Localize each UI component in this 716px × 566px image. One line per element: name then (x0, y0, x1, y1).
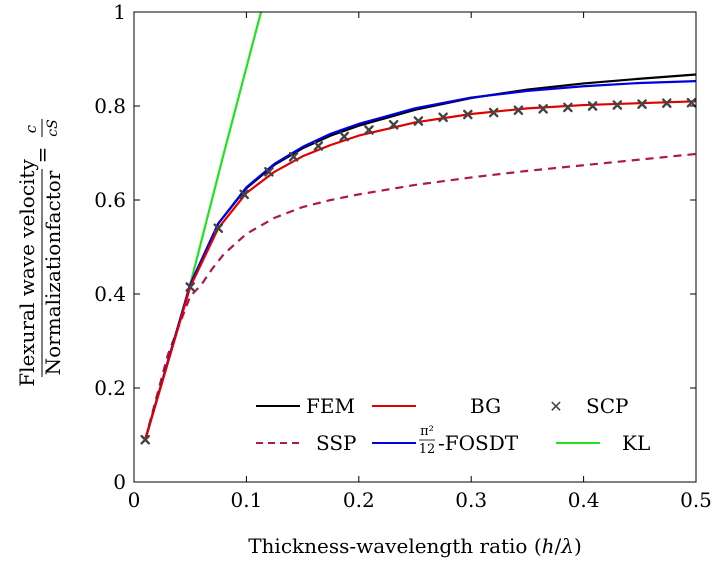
point-scp (463, 109, 473, 120)
x-axis-label: Thickness-wavelength ratio (h/λ) (248, 534, 582, 558)
legend-label-fem: FEM (306, 394, 355, 418)
legend-marker-scp: ✕ (549, 397, 562, 416)
y-axis-label: Flexural wave velocity Normalizationfact… (15, 119, 65, 387)
plot-data (140, 12, 696, 445)
y-label-numerator: Flexural wave velocity (15, 159, 39, 387)
point-scp (264, 166, 274, 177)
x-tick-label: 0.2 (343, 488, 375, 512)
legend-label-scp: SCP (586, 394, 628, 418)
legend-label-bg: BG (470, 394, 501, 418)
point-scp (538, 104, 548, 114)
series-line-fem (144, 73, 696, 441)
x-tick-label: 0.1 (230, 488, 262, 512)
point-scp (661, 98, 672, 108)
series-line-12-fosdt (144, 79, 696, 441)
point-scp (587, 101, 598, 111)
series-line-bg (144, 100, 696, 441)
legend-label-kl: KL (622, 431, 650, 455)
legend-label-ssp: SSP (316, 431, 357, 455)
legend-fosdt-den: 12 (419, 442, 436, 457)
x-tick-label: 0.5 (680, 488, 712, 512)
point-scp (313, 141, 324, 151)
point-scp (364, 125, 374, 135)
y-tick-label: 0.6 (94, 188, 126, 212)
legend-label-fosdt: π² 12 -FOSDT (419, 424, 519, 457)
point-scp (239, 189, 249, 200)
legend: FEM BG ✕ SCP SSP π² 12 -FOSDT KL (256, 394, 650, 457)
point-scp (140, 434, 151, 445)
series-line-ssp (144, 152, 696, 440)
point-scp (339, 131, 349, 142)
legend-fosdt-suffix: -FOSDT (438, 431, 519, 455)
x-tick-label: 0.3 (455, 488, 487, 512)
point-scp (388, 119, 399, 130)
y-label-rhs-denominator: cS (45, 119, 61, 136)
point-scp (213, 223, 224, 234)
y-tick-label: 1 (113, 0, 126, 24)
axis-ticks: 0 0.1 0.2 0.3 0.4 0.5 0 0.2 0.4 0.6 0.8 1 (94, 0, 712, 512)
point-scp (563, 102, 573, 113)
point-scp (637, 99, 647, 109)
point-scp (288, 151, 299, 162)
point-scp (438, 112, 448, 123)
plot-frame (133, 11, 697, 483)
x-tick-label: 0.4 (568, 488, 600, 512)
point-scp (513, 105, 524, 116)
y-label-equals: = (30, 147, 54, 164)
point-scp (413, 116, 424, 126)
y-label-denominator: Normalizationfactor (41, 170, 65, 375)
y-tick-label: 0.8 (94, 94, 126, 118)
series-line-kl (144, 12, 263, 441)
point-scp (185, 282, 196, 292)
x-tick-label: 0 (128, 488, 141, 512)
y-tick-label: 0.4 (94, 282, 126, 306)
point-scp (686, 97, 696, 108)
point-scp (612, 100, 623, 110)
point-scp (488, 107, 499, 118)
legend-fosdt-num: π² (420, 424, 434, 439)
y-tick-label: 0 (113, 470, 126, 494)
y-tick-label: 0.2 (94, 376, 126, 400)
y-label-rhs-numerator: c (22, 124, 40, 133)
